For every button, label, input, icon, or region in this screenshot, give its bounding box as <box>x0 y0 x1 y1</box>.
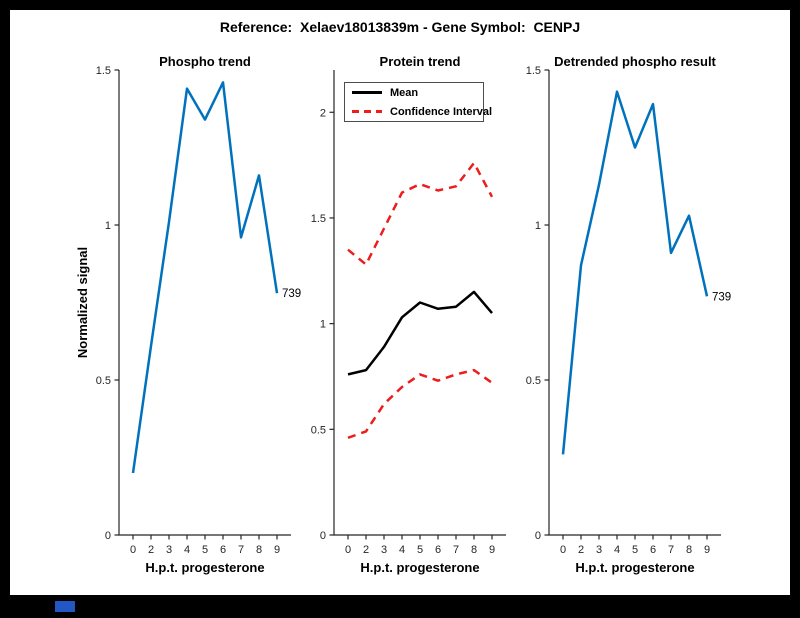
x-tick-label: 6 <box>435 544 441 556</box>
x-tick-label: 3 <box>166 544 172 556</box>
x-tick-label: 5 <box>632 544 638 556</box>
x-tick-label: 7 <box>238 544 244 556</box>
x-tick-label: 0 <box>345 544 351 556</box>
x-tick-label: 2 <box>578 544 584 556</box>
end-point-label: 739 <box>282 288 301 300</box>
y-tick-label: 0 <box>535 530 541 542</box>
x-tick-label: 3 <box>596 544 602 556</box>
x-tick-label: 6 <box>220 544 226 556</box>
y-tick-label: 1 <box>320 319 326 331</box>
bottom-blue-strip <box>55 601 75 612</box>
y-axis-label: Normalized signal <box>75 247 90 358</box>
x-tick-label: 8 <box>256 544 262 556</box>
x-tick-label: 2 <box>148 544 154 556</box>
x-axis-label: H.p.t. progesterone <box>145 560 264 575</box>
y-tick-label: 2 <box>320 107 326 119</box>
subplot-title-phospho-trend: Phospho trend <box>159 54 251 69</box>
figure-canvas: Reference: Xelaev18013839m - Gene Symbol… <box>10 10 790 595</box>
x-tick-label: 2 <box>363 544 369 556</box>
y-tick-label: 0.5 <box>311 424 326 436</box>
x-axis-label: H.p.t. progesterone <box>575 560 694 575</box>
y-tick-label: 1.5 <box>526 65 541 77</box>
x-tick-label: 3 <box>381 544 387 556</box>
x-tick-label: 4 <box>184 544 190 556</box>
x-tick-label: 8 <box>686 544 692 556</box>
x-tick-label: 9 <box>274 544 280 556</box>
x-tick-label: 0 <box>560 544 566 556</box>
end-point-label: 739 <box>712 291 731 303</box>
legend: Mean Confidence Interval <box>344 82 492 122</box>
y-tick-label: 0.5 <box>96 375 111 387</box>
x-tick-label: 8 <box>471 544 477 556</box>
x-tick-label: 4 <box>614 544 620 556</box>
legend-label-mean: Mean <box>390 86 419 99</box>
axis-spines <box>118 70 291 536</box>
detrended-phospho-signal-line <box>561 90 709 455</box>
y-tick-label: 0.5 <box>526 375 541 387</box>
x-tick-label: 9 <box>489 544 495 556</box>
legend-row-confidence-interval: Confidence Interval <box>345 102 492 121</box>
x-tick-label: 9 <box>704 544 710 556</box>
y-tick-label: 1 <box>105 220 111 232</box>
mean-line <box>347 290 493 376</box>
y-tick-label: 1 <box>535 220 541 232</box>
mean-line-sample-icon <box>352 91 382 94</box>
x-tick-label: 4 <box>399 544 405 556</box>
confidence-interval-line-sample-icon <box>352 110 382 113</box>
protein-trend-chart: 00.511.520 2 3 4 5 6 7 8 9H.p.t. progesterone <box>311 70 506 575</box>
x-axis-label: H.p.t. progesterone <box>360 560 479 575</box>
legend-label-confidence-interval: Confidence Interval <box>390 105 493 118</box>
x-tick-label: 0 <box>130 544 136 556</box>
y-tick-label: 0 <box>320 530 326 542</box>
subplot-title-detrended-phospho-result: Detrended phospho result <box>554 54 716 69</box>
y-tick-label: 0 <box>105 530 111 542</box>
figure-title: Reference: Xelaev18013839m - Gene Symbol… <box>219 19 581 35</box>
y-tick-label: 1.5 <box>311 213 326 225</box>
x-tick-label: 5 <box>202 544 208 556</box>
x-tick-label: 5 <box>417 544 423 556</box>
y-tick-label: 1.5 <box>96 65 111 77</box>
legend-row-mean: Mean <box>345 83 483 102</box>
x-tick-label: 7 <box>453 544 459 556</box>
x-tick-label: 6 <box>650 544 656 556</box>
subplot-title-protein-trend: Protein trend <box>379 54 461 69</box>
phospho-signal-line <box>131 81 279 474</box>
confidence-interval-lower-line <box>347 368 493 439</box>
axis-spines <box>548 70 721 536</box>
confidence-interval-upper-line <box>347 161 494 266</box>
x-tick-label: 7 <box>668 544 674 556</box>
